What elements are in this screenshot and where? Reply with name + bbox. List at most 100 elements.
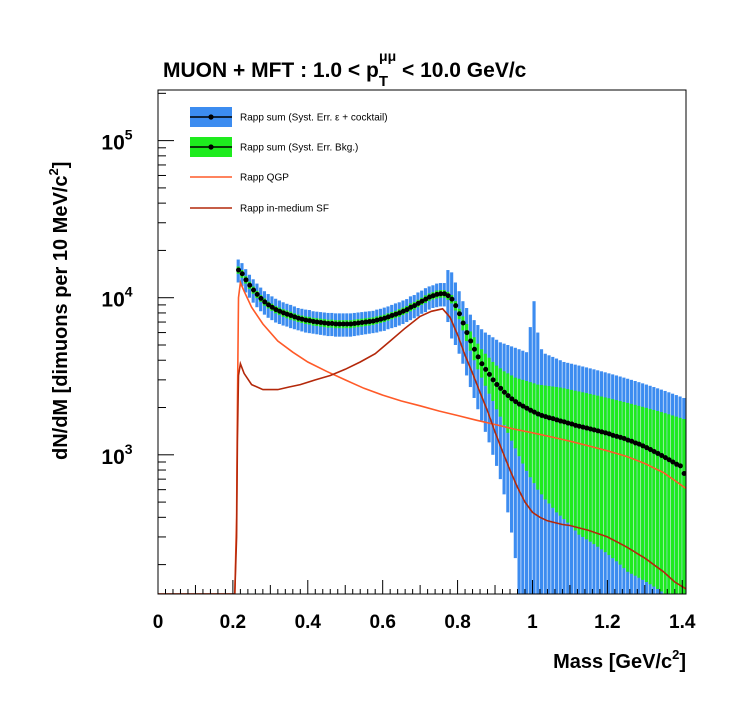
rapp-sum-point [516,401,522,407]
legend-label: Rapp in-medium SF [240,204,329,215]
bkg-band-bin [659,412,663,592]
x-tick-label: 0.4 [295,612,322,633]
rapp-sum-point [531,409,537,415]
rapp-sum-point [617,434,623,440]
bkg-band-bin [495,365,499,410]
rapp-sum-point [310,319,316,325]
x-tick-label: 1.2 [594,612,620,633]
rapp-sum-point [636,441,642,447]
rapp-sum-point [580,424,586,430]
rapp-qgp-curve [158,279,686,594]
rapp-sum-point [614,433,620,439]
ylabel-tail: ] [50,162,72,169]
rapp-sum-point [236,267,242,273]
rapp-sum-point [606,431,612,437]
ylabel-sup: 2 [46,168,61,175]
y-tick-label: 104 [101,284,132,312]
rapp-sum-point [505,393,511,399]
bkg-band-bin [528,382,532,478]
rapp-sum-point [239,271,245,277]
rapp-sf-curve [158,307,686,594]
bkg-band-bin [629,403,633,574]
x-axis: 0 0.2 0.4 0.6 0.8 1 1.2 1.4 [153,580,696,633]
rapp-sum-point [535,411,541,417]
bkg-band-bin [506,373,510,433]
bkg-band-bin [584,393,589,540]
legend-label: Rapp sum (Syst. Err. Bkg.) [240,143,358,154]
bkg-band-bin [536,384,540,490]
rapp-sum-point [400,308,406,314]
rapp-sum-point [486,371,492,377]
bkg-band-bin [618,401,622,565]
bkg-band-bin [517,378,521,457]
bkg-band-bin [543,385,547,500]
rapp-sum-point [397,310,403,316]
rapp-sum-point [273,307,279,313]
xlabel-tail: ] [679,651,686,673]
cocktail-band-bin [453,282,457,346]
y-tick-exponent: 3 [125,441,133,457]
rapp-sum-point [651,448,657,454]
rapp-sum-point [441,291,447,297]
rapp-sum-point [475,354,481,360]
rapp-sum-point [277,308,283,314]
rapp-sum-point [412,303,418,309]
bkg-band-bin [521,379,525,464]
rapp-sum-point [483,366,489,372]
bkg-band-bin [678,417,682,594]
rapp-sum-point [404,307,410,313]
bkg-band-bin [652,409,656,587]
bkg-band-bin [524,380,529,471]
bkg-band-bin [614,400,618,562]
bkg-band-bin [569,389,574,527]
rapp-sum-point [434,291,440,297]
rapp-sum-point [621,435,627,441]
y-tick-base: 10 [101,132,124,155]
rapp-sum-point [415,300,421,306]
rapp-sum-point [423,296,429,302]
rapp-sum-point [490,377,496,383]
rapp-sum-point [588,426,594,432]
rapp-sum-point [258,295,264,301]
bkg-band-bin [592,394,596,545]
cocktail-band-bin [517,349,521,594]
bkg-band-bin [551,386,555,508]
rapp-sum-point [464,330,470,336]
rapp-sum-point [509,396,515,402]
bkg-band-bin [502,371,506,425]
rapp-sum-point [595,428,601,434]
x-tick-label: 1 [527,612,538,633]
legend-marker [208,114,214,120]
title-main: MUON + MFT : 1.0 < p [163,59,379,82]
rapp-sum-point [528,407,534,413]
bkg-band-bin [547,386,551,504]
bkg-band-bin [667,414,671,594]
y-tick-label: 103 [101,441,132,469]
chart-title: MUON + MFT : 1.0 < pTμμ < 10.0 GeV/c [163,48,527,90]
ylabel-main: dN/dM [dimuons per 10 MeV/c [50,176,72,460]
bkg-band-bin [641,406,645,580]
bkg-band-bin [607,398,611,556]
rapp-sum-point [546,415,552,421]
cocktail-band-bin [457,291,461,354]
bkg-band-bin [498,368,502,417]
rapp-sum-point [640,443,646,449]
bkg-band-bin [633,404,637,576]
rapp-sum-point [243,277,249,283]
x-axis-label: Mass [GeV/c2] [553,647,686,673]
y-tick-exponent: 5 [125,127,133,143]
bkg-band-bin [562,388,566,520]
rapp-sum-point [460,320,466,326]
rapp-sum-point [662,455,668,461]
bkg-band-bin [510,375,514,441]
rapp-sum-point [419,298,425,304]
rapp-sum-point [670,459,676,465]
cocktail-band-bin [461,301,465,364]
rapp-sum-point [576,423,582,429]
rapp-sum-point [591,427,597,433]
rapp-sum-point [677,463,683,469]
rapp-sum-point [333,321,339,327]
bkg-band-bin [603,397,607,553]
legend-label: Rapp sum (Syst. Err. ε + cocktail) [240,113,388,124]
rapp-sum-point [558,418,564,424]
